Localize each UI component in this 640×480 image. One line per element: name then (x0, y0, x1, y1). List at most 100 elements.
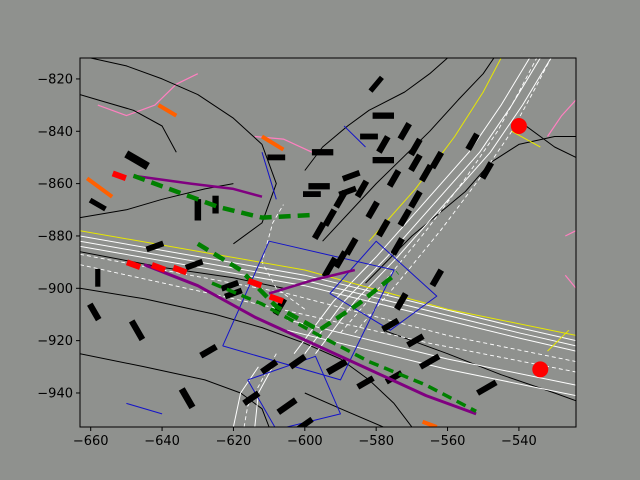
y-axis: −820 −840 −860 −880 −900 −920 −940 (37, 72, 80, 401)
history-path (143, 263, 477, 416)
vehicle-box (128, 319, 146, 342)
vehicle-box (384, 370, 404, 385)
vehicle-box (408, 153, 423, 173)
lane-dashed-line (354, 58, 552, 334)
history-path (133, 174, 263, 198)
vehicle-box (124, 150, 150, 170)
red-agent-marker (172, 264, 188, 276)
vehicle-box (220, 279, 240, 292)
lane-line (232, 366, 259, 427)
vehicle-box (341, 170, 361, 182)
x-tick-label: −620 (216, 434, 252, 449)
vehicle-box (354, 179, 370, 199)
vehicle-box (397, 122, 412, 141)
lane-dashed-line (80, 264, 576, 373)
y-tick-label: −920 (37, 334, 73, 349)
vehicle-box (372, 157, 394, 164)
crosswalk-outline (261, 152, 277, 200)
vehicle-box (325, 358, 348, 376)
red-agent-marker (111, 170, 127, 182)
lane-line (304, 58, 541, 355)
road-edge-line (525, 125, 576, 158)
lane-line (286, 329, 576, 397)
road-edge-line (80, 287, 413, 427)
x-tick-label: −540 (501, 434, 537, 449)
crosswalk-outline (222, 240, 395, 381)
red-agent-marker (247, 277, 263, 289)
vehicle-box (303, 191, 321, 197)
axes-frame (79, 57, 577, 428)
road-edge-line (90, 58, 277, 245)
vehicle-box (95, 268, 101, 287)
vehicle-box (476, 379, 498, 396)
vehicle-box (194, 199, 202, 221)
center-line (511, 130, 541, 148)
vehicle-box (88, 197, 107, 212)
vehicle-box (418, 353, 441, 370)
vehicle-box (408, 190, 423, 209)
lane-line (286, 319, 576, 386)
vehicle-box (322, 208, 338, 227)
planned-path (211, 281, 477, 413)
vehicle-box (178, 387, 196, 410)
y-tick-label: −940 (37, 386, 73, 401)
vehicle-box (381, 317, 400, 332)
y-tick-label: −900 (37, 282, 73, 297)
vehicle-box (365, 200, 380, 220)
sidewalk-line (547, 99, 576, 137)
vehicle-box (276, 397, 298, 415)
vehicle-box (368, 75, 384, 93)
crosswalk-outline (343, 125, 366, 148)
vehicle-box (394, 292, 409, 311)
vehicle-box (479, 161, 495, 180)
lane-line (315, 58, 552, 355)
road-edge-line (304, 58, 448, 171)
x-tick-label: −640 (144, 434, 180, 449)
vehicle-box (308, 183, 330, 190)
sidewalk-line (565, 230, 576, 237)
road-edge-line (304, 392, 384, 427)
y-tick-label: −880 (37, 229, 73, 244)
x-tick-label: −580 (358, 434, 394, 449)
vehicle-box (360, 133, 378, 140)
vehicle-box (418, 163, 434, 183)
vehicle-box (344, 237, 359, 256)
y-tick-label: −860 (37, 177, 73, 192)
vehicle-box (406, 333, 425, 348)
orange-agent-marker (85, 176, 114, 199)
vehicle-box (184, 258, 204, 271)
vehicle-box (333, 250, 348, 269)
y-tick-label: −840 (37, 125, 73, 140)
center-line (368, 58, 502, 242)
vehicle-box (465, 132, 480, 152)
center-line (547, 329, 570, 352)
vehicle-box (397, 208, 412, 227)
vehicle-box (429, 150, 445, 170)
red-agent-marker (150, 262, 167, 273)
vehicle-box (145, 240, 165, 253)
lane-line (80, 235, 576, 342)
sidewalk-line (564, 274, 576, 289)
road-edge-line (383, 329, 576, 402)
vehicle-box (376, 135, 391, 154)
vehicle-box (242, 390, 261, 406)
red-agent-marker (125, 259, 142, 270)
vehicle-box (356, 375, 375, 390)
map-plot-area (80, 58, 576, 427)
sidewalk-line (97, 73, 199, 117)
vehicle-box (267, 154, 286, 161)
crosswalk-outline (329, 240, 438, 331)
vehicle-box (390, 237, 405, 256)
lane-line (80, 240, 576, 347)
vehicle-box (372, 112, 394, 119)
vehicle-box (260, 359, 279, 375)
road-edge-line (322, 58, 495, 242)
vehicle-box (386, 169, 402, 188)
y-tick-label: −820 (37, 72, 73, 87)
vehicle-box (288, 353, 307, 370)
vehicle-box (408, 137, 423, 157)
lane-line (293, 58, 531, 355)
vehicle-box (333, 190, 348, 209)
planned-path (132, 173, 313, 220)
